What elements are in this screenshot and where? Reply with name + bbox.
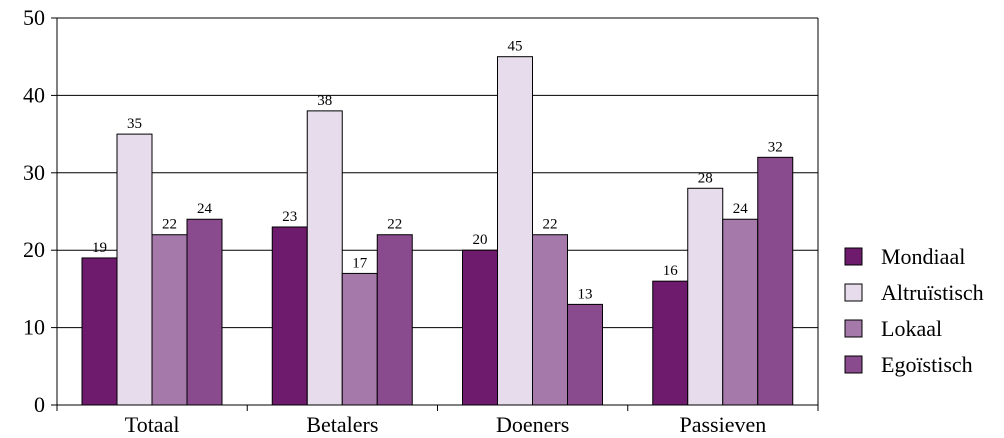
legend-swatch [844, 319, 863, 338]
data-label: 28 [698, 170, 713, 186]
data-label: 19 [92, 240, 107, 256]
data-label: 23 [282, 209, 297, 225]
data-label: 35 [127, 116, 142, 132]
legend-label: Egoïstisch [881, 352, 973, 377]
data-label: 24 [733, 201, 749, 217]
x-tick-labels: Totaal Betalers Doeners Passieven [125, 412, 766, 437]
x-tick-label: Totaal [125, 412, 180, 437]
bar-mondiaal-passieven [652, 280, 689, 406]
data-label: 32 [768, 139, 783, 155]
data-label: 22 [387, 217, 402, 233]
bar-lokaal-passieven [722, 218, 759, 406]
y-tick-label: 50 [23, 5, 45, 30]
legend: Mondiaal Altruïstisch Lokaal Egoïstisch [844, 244, 984, 377]
bar-lokaal-doeners [532, 234, 568, 406]
legend-swatch [844, 355, 863, 374]
legend-label: Altruïstisch [881, 280, 984, 305]
legend-swatch [844, 247, 863, 266]
y-tick-label: 0 [34, 392, 45, 417]
data-label: 38 [317, 93, 332, 109]
data-label: 24 [197, 201, 213, 217]
y-tick-label: 10 [23, 315, 45, 340]
axes [51, 17, 819, 411]
bar-egoïstisch-betalers [376, 234, 413, 406]
bar-egoïstisch-doeners [567, 303, 603, 406]
bar-altruïstisch-betalers [306, 110, 343, 406]
bar-lokaal-totaal [151, 234, 188, 406]
bar-mondiaal-doeners [462, 249, 498, 406]
bar-mondiaal-totaal [81, 257, 118, 406]
y-tick-labels: 0 10 20 30 40 50 [23, 5, 45, 417]
data-label: 17 [352, 255, 368, 271]
bar-egoïstisch-totaal [186, 218, 223, 406]
data-label: 22 [162, 217, 177, 233]
y-tick-label: 20 [23, 237, 45, 262]
data-label: 13 [578, 286, 593, 302]
legend-swatch [844, 283, 863, 302]
data-label: 20 [473, 232, 488, 248]
x-tick-label: Doeners [496, 412, 569, 437]
bar-altruïstisch-doeners [497, 56, 533, 406]
legend-label: Mondiaal [881, 244, 965, 269]
data-label: 45 [508, 39, 523, 55]
data-label: 16 [663, 263, 679, 279]
bar-altruïstisch-totaal [116, 133, 153, 406]
bar-altruïstisch-passieven [687, 187, 724, 406]
x-tick-label: Passieven [679, 412, 766, 437]
bars [81, 56, 794, 406]
data-label: 22 [543, 217, 558, 233]
bar-lokaal-betalers [341, 272, 378, 406]
legend-label: Lokaal [881, 316, 942, 341]
data-labels: 19 35 22 24 23 38 17 22 20 45 22 13 16 28 24 32 [92, 39, 783, 303]
y-tick-label: 30 [23, 160, 45, 185]
x-tick-label: Betalers [306, 412, 378, 437]
y-tick-label: 40 [23, 82, 45, 107]
bar-mondiaal-betalers [271, 226, 308, 406]
bar-egoïstisch-passieven [757, 156, 794, 406]
